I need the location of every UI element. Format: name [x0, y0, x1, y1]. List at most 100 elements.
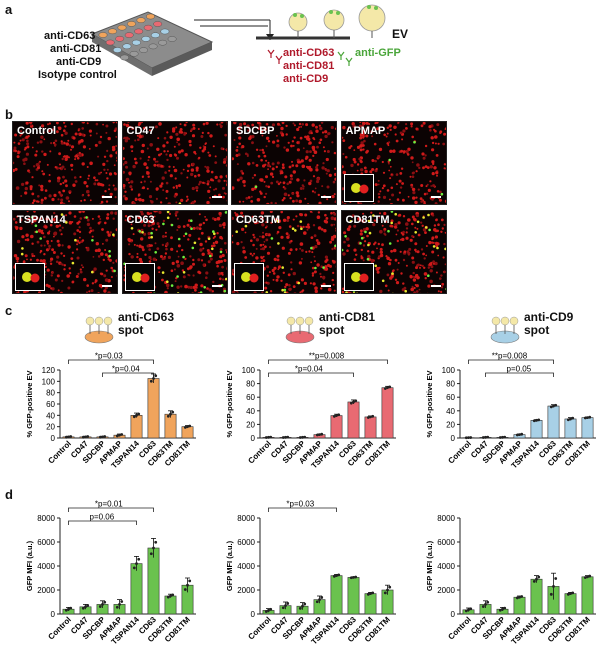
red-ev-dot — [381, 224, 384, 227]
red-ev-dot — [43, 244, 46, 246]
red-ev-dot — [443, 167, 446, 170]
red-ev-dot — [173, 145, 176, 148]
red-ev-dot — [299, 247, 302, 250]
red-ev-dot — [122, 146, 125, 150]
red-ev-dot — [252, 243, 255, 246]
red-ev-dot — [114, 172, 117, 176]
red-ev-dot — [324, 259, 328, 263]
red-ev-dot — [52, 250, 56, 254]
red-ev-dot — [164, 251, 167, 255]
significance-bracket — [268, 359, 388, 364]
red-ev-dot — [188, 225, 191, 228]
red-ev-dot — [85, 246, 88, 249]
red-ev-dot — [289, 287, 292, 291]
bar-cd63 — [347, 401, 360, 439]
data-point — [354, 575, 358, 579]
y-tick-label: 0 — [451, 610, 456, 619]
red-ev-dot — [31, 254, 34, 257]
red-ev-dot — [151, 221, 155, 225]
red-ev-dot — [142, 223, 146, 227]
plate-wells — [98, 13, 177, 61]
red-ev-dot — [287, 272, 291, 276]
red-ev-dot — [407, 195, 409, 198]
red-ev-dot — [91, 217, 94, 220]
red-ev-dot — [390, 193, 394, 197]
red-ev-dot — [394, 133, 397, 136]
red-ev-dot — [375, 167, 378, 171]
red-ev-dot — [270, 201, 273, 204]
red-ev-dot — [379, 253, 383, 257]
red-ev-dot — [86, 166, 89, 168]
red-ev-dot — [234, 211, 237, 214]
red-ev-dot — [134, 197, 137, 200]
red-ev-dot — [436, 222, 440, 226]
red-ev-dot — [123, 160, 127, 165]
red-ev-dot — [33, 210, 36, 213]
red-ev-dot — [412, 275, 415, 278]
red-ev-dot — [264, 244, 267, 248]
red-ev-dot — [164, 234, 167, 237]
data-point — [520, 595, 524, 598]
red-ev-dot — [43, 152, 47, 157]
red-ev-dot — [358, 124, 362, 128]
red-ev-dot — [177, 150, 181, 154]
red-ev-dot — [361, 129, 365, 133]
data-point — [332, 414, 336, 418]
green-ev-dot — [34, 223, 38, 227]
red-ev-dot — [15, 225, 19, 229]
data-point — [64, 608, 68, 612]
green-ev-dot — [363, 230, 367, 233]
plate-well — [115, 35, 125, 42]
red-ev-dot — [61, 226, 64, 229]
red-ev-dot — [146, 159, 149, 162]
red-ev-dot — [439, 230, 443, 233]
plate-well — [143, 24, 153, 31]
red-ev-dot — [411, 191, 415, 195]
red-ev-dot — [20, 130, 23, 133]
y-tick-label: 20 — [446, 420, 455, 429]
red-ev-dot — [62, 189, 66, 193]
plate-well — [120, 54, 130, 61]
data-point — [388, 585, 392, 589]
green-ev-dot — [202, 285, 206, 289]
red-ev-dot — [400, 138, 403, 141]
red-ev-dot — [109, 154, 113, 158]
red-ev-dot — [64, 168, 66, 171]
red-ev-dot — [156, 137, 159, 140]
green-ev-dot — [294, 228, 297, 232]
red-ev-dot — [213, 161, 217, 164]
red-ev-dot — [395, 280, 399, 284]
red-ev-dot — [431, 141, 434, 145]
red-ev-dot — [162, 150, 166, 153]
green-ev-dot — [189, 218, 193, 222]
red-ev-dot — [378, 147, 382, 152]
red-ev-dot — [99, 203, 103, 204]
red-ev-dot — [271, 175, 275, 178]
red-ev-dot — [124, 165, 128, 169]
red-ev-dot — [39, 258, 43, 262]
p-value-label: p=0.03 — [98, 352, 123, 361]
red-ev-dot — [62, 202, 66, 204]
red-ev-dot — [341, 201, 343, 204]
red-ev-dot — [275, 165, 278, 169]
red-ev-dot — [51, 271, 54, 274]
red-ev-dot — [415, 163, 420, 167]
red-ev-dot — [429, 185, 432, 187]
red-ev-dot — [276, 254, 280, 258]
red-ev-dot — [440, 218, 444, 221]
red-ev-dot — [265, 159, 268, 162]
red-ev-dot — [342, 170, 346, 175]
red-ev-dot — [214, 187, 217, 191]
inset-dot — [241, 271, 251, 282]
red-ev-dot — [174, 126, 177, 129]
red-ev-dot — [175, 186, 178, 189]
data-point — [171, 410, 175, 414]
green-ev-dot — [368, 231, 371, 234]
data-point — [264, 610, 268, 613]
red-ev-dot — [35, 150, 38, 153]
red-ev-dot — [138, 135, 142, 139]
red-ev-dot — [267, 161, 270, 164]
red-ev-dot — [245, 196, 249, 200]
red-ev-dot — [319, 126, 323, 131]
red-ev-dot — [361, 148, 365, 151]
